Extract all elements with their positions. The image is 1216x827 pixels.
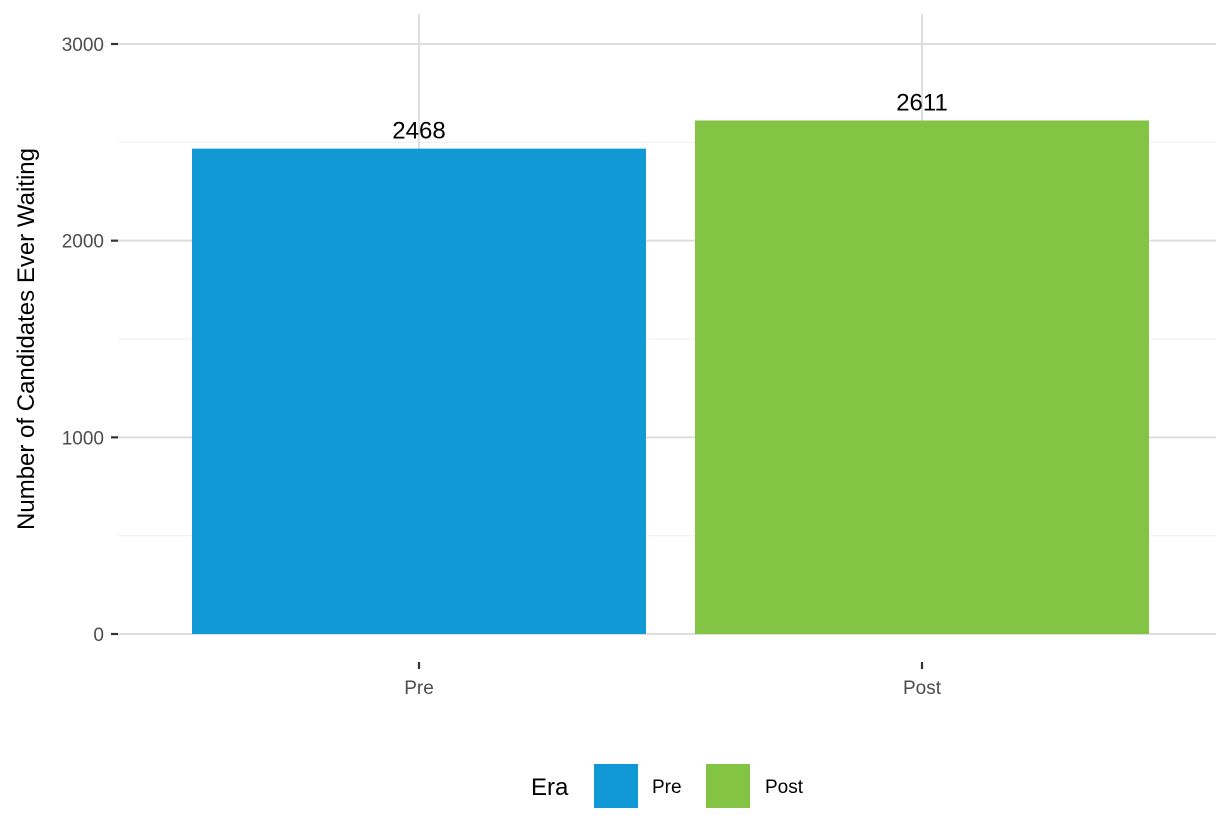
y-tick-label-2000: 2000 (62, 232, 104, 253)
legend-key-pre (594, 764, 638, 808)
y-axis-title: Number of Candidates Ever Waiting (13, 148, 40, 530)
legend-label-post: Post (765, 777, 804, 798)
bar-pre (192, 148, 646, 635)
bar-post (695, 120, 1149, 634)
x-tick-label-pre: Pre (404, 678, 434, 699)
y-tick-label-0: 0 (93, 625, 104, 646)
x-tick-label-post: Post (903, 678, 942, 699)
legend: Era Pre Post (531, 764, 804, 808)
x-axis: Pre Post (404, 662, 942, 699)
legend-title: Era (531, 774, 569, 801)
legend-key-post (706, 764, 750, 808)
y-axis: 0 1000 2000 3000 (62, 35, 118, 646)
data-label-pre: 2468 (392, 118, 445, 145)
legend-label-pre: Pre (652, 777, 682, 798)
bars (192, 120, 1149, 635)
legend-entries: Pre Post (594, 764, 804, 808)
data-labels: 2468 2611 (392, 90, 948, 145)
data-label-post: 2611 (896, 90, 948, 117)
y-tick-label-3000: 3000 (62, 35, 104, 56)
y-tick-label-1000: 1000 (62, 428, 104, 449)
